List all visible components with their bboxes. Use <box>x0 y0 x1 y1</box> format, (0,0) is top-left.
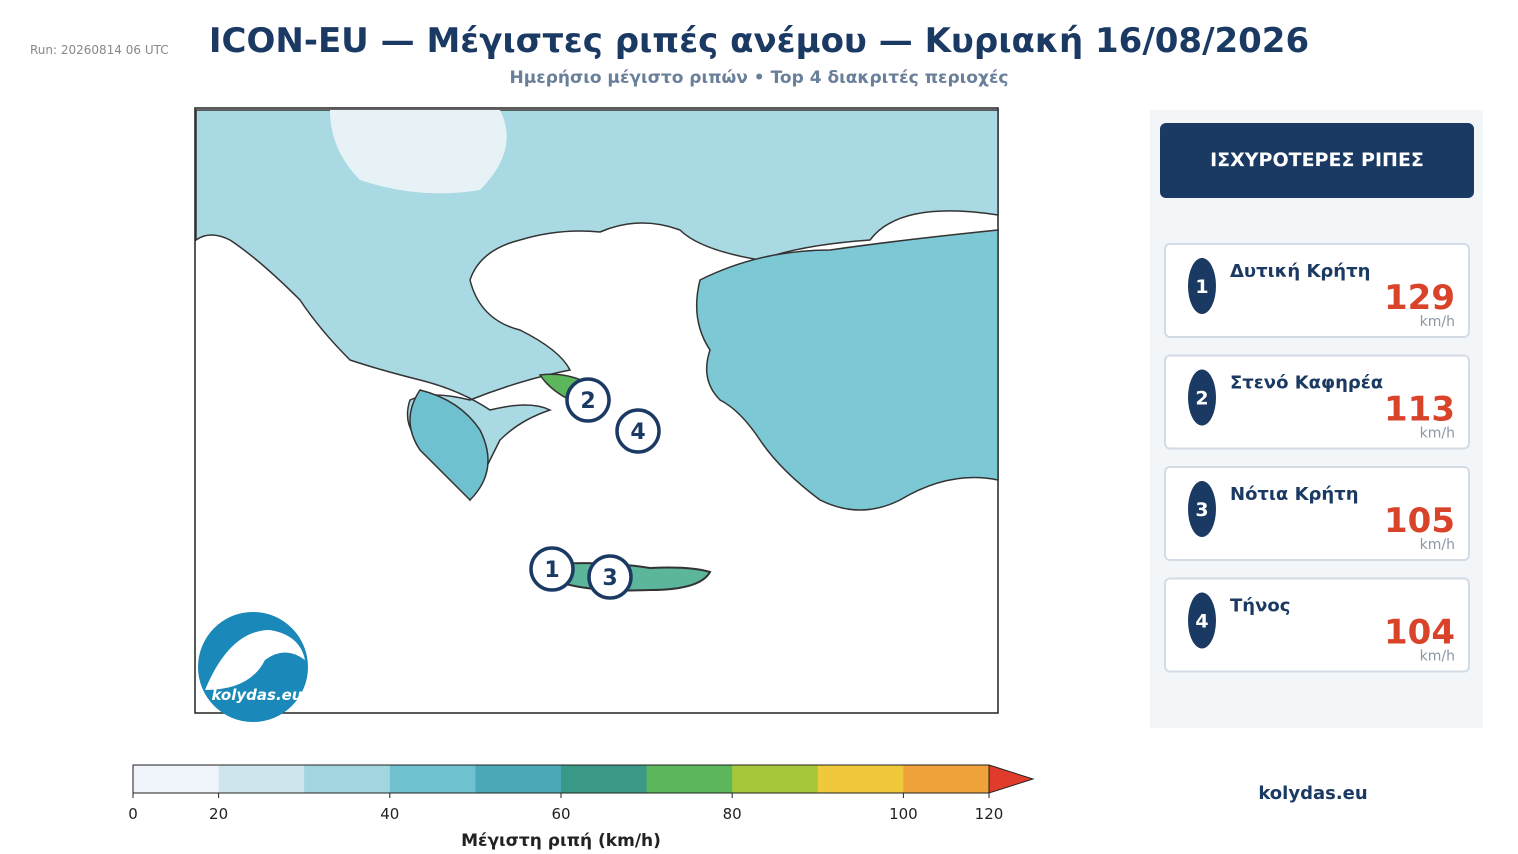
unit: km/h <box>1420 426 1455 442</box>
marker-label: 1 <box>544 558 559 583</box>
rank-badge <box>1188 258 1216 314</box>
tick-label: 100 <box>889 805 918 823</box>
region-name: Νότια Κρήτη <box>1230 484 1359 505</box>
color-bin <box>903 765 990 793</box>
footer: kolydas.eu <box>1258 783 1367 804</box>
land-balkans <box>195 109 999 502</box>
color-bin <box>218 765 305 793</box>
color-bin <box>389 765 476 793</box>
tick-label: 60 <box>551 805 570 823</box>
rank-number: 2 <box>1195 388 1208 410</box>
unit: km/h <box>1420 537 1455 553</box>
run-label: Run: 20260814 06 UTC <box>30 43 169 57</box>
logo-text: kolydas.eu <box>211 686 302 704</box>
rank-badge <box>1188 481 1216 537</box>
marker: 3 <box>587 554 633 600</box>
rank-badge <box>1188 592 1216 649</box>
marker: 1 <box>529 546 575 592</box>
color-bin <box>646 765 733 793</box>
tick-label: 120 <box>975 805 1004 823</box>
tick-label: 40 <box>380 805 399 823</box>
card-bg <box>1164 354 1470 450</box>
rank-number: 3 <box>1195 499 1208 521</box>
marker-label: 3 <box>602 566 617 591</box>
tick-label: 0 <box>128 805 138 823</box>
marker-circle <box>565 377 611 423</box>
color-bin <box>304 765 391 793</box>
card-bg <box>1164 577 1470 673</box>
marker-circle <box>587 554 633 600</box>
rank-badge <box>1188 369 1216 426</box>
color-bin <box>475 765 562 793</box>
unit: km/h <box>1420 314 1455 330</box>
tick-label: 20 <box>209 805 228 823</box>
marker-circle <box>529 546 575 592</box>
panel-title: ΙΣΧΥΡΟΤΕΡΕΣ ΡΙΠΕΣ <box>1210 149 1424 171</box>
land-light <box>330 110 507 194</box>
color-bin <box>133 765 220 793</box>
map: kolydas.eu 1 2 3 4 <box>194 107 999 722</box>
land-anatolia <box>695 229 999 511</box>
card-bg <box>1164 466 1470 561</box>
logo-wave <box>205 630 305 690</box>
marker-label: 2 <box>580 389 595 414</box>
marker-circle <box>615 408 661 454</box>
rank-number: 1 <box>1195 276 1208 298</box>
colorbar-label: Μέγιστη ριπή (km/h) <box>461 831 661 851</box>
panel-header <box>1160 123 1474 198</box>
gust-value: 105 <box>1384 501 1455 541</box>
region-name: Τήνος <box>1230 596 1290 617</box>
subtitle: Ημερήσιο μέγιστο ριπών • Top 4 διακριτές… <box>510 68 1009 88</box>
gust-value: 113 <box>1384 390 1455 430</box>
title: ICON-EU — Μέγιστες ριπές ανέμου — Κυριακ… <box>209 21 1309 61</box>
extend-arrow <box>988 764 1035 794</box>
unit: km/h <box>1420 649 1455 665</box>
tick-label: 80 <box>723 805 742 823</box>
color-bin <box>817 765 904 793</box>
card-bg <box>1164 243 1470 338</box>
marker: 2 <box>565 377 611 423</box>
marker-label: 4 <box>630 420 645 445</box>
region-name: Δυτική Κρήτη <box>1230 261 1370 282</box>
colorbar: 0 20 40 60 80 100 120 Μέγιστη ριπή (km/h) <box>128 764 1035 851</box>
color-bin <box>732 765 819 793</box>
land-peloponnese <box>409 389 489 502</box>
marker: 4 <box>615 408 661 454</box>
gust-value: 129 <box>1384 278 1455 318</box>
color-bin <box>561 765 648 793</box>
rank-number: 4 <box>1195 611 1208 633</box>
region-name: Στενό Καφηρέα <box>1230 373 1383 394</box>
gust-value: 104 <box>1384 613 1455 653</box>
